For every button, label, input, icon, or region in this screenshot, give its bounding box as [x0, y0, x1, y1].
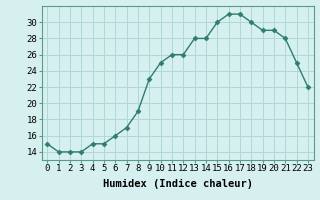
X-axis label: Humidex (Indice chaleur): Humidex (Indice chaleur) [103, 179, 252, 189]
